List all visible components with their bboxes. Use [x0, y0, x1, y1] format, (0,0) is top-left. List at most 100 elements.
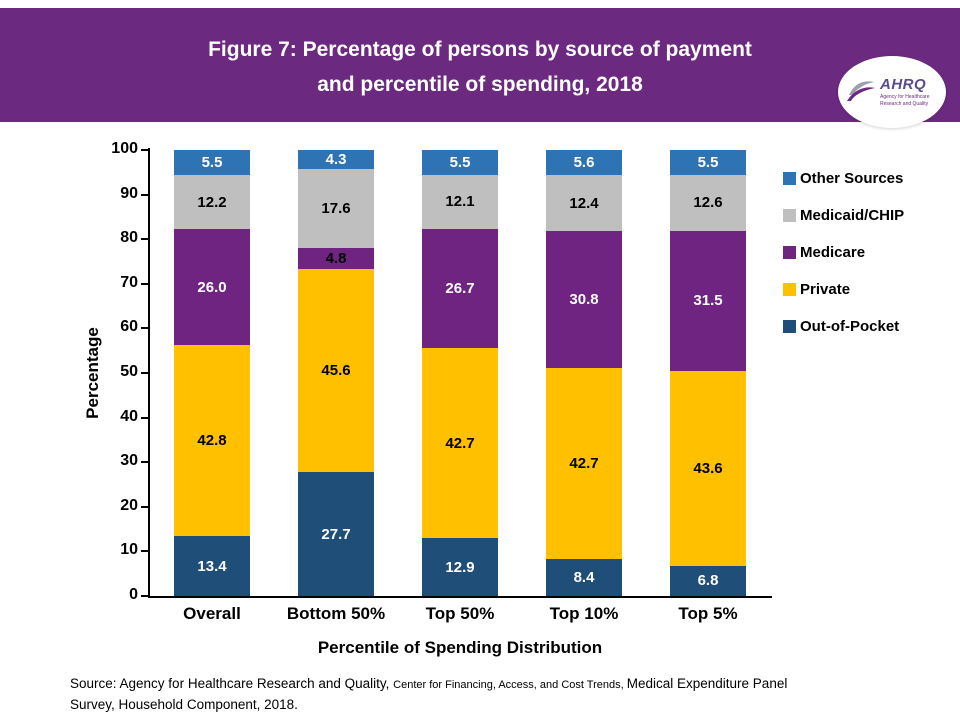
segment-value-label: 4.8 — [325, 249, 347, 267]
y-tick-mark — [141, 193, 148, 196]
y-tick-label: 0 — [129, 586, 138, 603]
bar-segment-private-overall: 42.8 — [174, 345, 250, 537]
bar-segment-medicaid-chip-top-10-: 12.4 — [546, 175, 622, 231]
y-tick-label: 70 — [120, 273, 138, 291]
bar-segment-other-sources-bottom-50-: 4.3 — [298, 150, 374, 170]
legend-item-medicaid-chip: Medicaid/CHIP — [783, 207, 904, 224]
bar-segment-out-of-pocket-bottom-50-: 27.7 — [298, 472, 374, 596]
ahrq-logo-tagline: Agency for Healthcare Research and Quali… — [880, 94, 930, 107]
y-tick-label: 20 — [120, 496, 138, 514]
y-tick-label: 60 — [120, 318, 138, 336]
x-axis-line — [148, 596, 772, 598]
plot-area: 13.4 42.8 26.0 12.2 5.5 27.7 45.6 4.8 17.6 4.3 12.… — [150, 150, 770, 596]
bar-segment-medicare-top-10-: 30.8 — [546, 230, 622, 369]
legend-label: Medicare — [800, 244, 866, 261]
segment-value-label: 8.4 — [573, 568, 595, 586]
segment-value-label: 12.4 — [569, 194, 599, 212]
x-tick-label-top-50-: Top 50% — [425, 604, 495, 623]
segment-value-label: 42.7 — [569, 454, 599, 472]
segment-value-label: 31.5 — [693, 292, 723, 310]
figure-title-line1: Figure 7: Percentage of persons by sourc… — [208, 38, 752, 61]
y-axis-line — [148, 148, 150, 598]
segment-value-label: 27.7 — [321, 525, 351, 543]
source-note: Source: Agency for Healthcare Research a… — [70, 674, 920, 715]
segment-value-label: 5.5 — [449, 154, 471, 172]
x-axis-title: Percentile of Spending Distribution — [317, 638, 603, 657]
source-text-small: Center for Financing, Access, and Cost T… — [393, 679, 627, 691]
bar-segment-other-sources-top-10-: 5.6 — [546, 150, 622, 176]
y-tick-label: 80 — [120, 229, 138, 247]
bar-segment-other-sources-overall: 5.5 — [174, 150, 250, 175]
bar-segment-medicaid-chip-bottom-50-: 17.6 — [298, 169, 374, 248]
source-text-line2: Survey, Household Component, 2018. — [70, 697, 298, 712]
segment-value-label: 6.8 — [697, 572, 719, 590]
figure-title: Figure 7: Percentage of persons by sourc… — [0, 8, 960, 102]
segment-value-label: 5.5 — [697, 153, 719, 171]
bar-segment-medicaid-chip-overall: 12.2 — [174, 174, 250, 230]
y-tick-mark — [141, 282, 148, 285]
y-tick-mark — [141, 416, 148, 419]
bar-segment-private-top-5-: 43.6 — [670, 371, 746, 566]
x-tick-label-bottom-50-: Bottom 50% — [286, 604, 386, 623]
segment-value-label: 17.6 — [321, 199, 351, 217]
legend-label: Private — [800, 281, 851, 298]
ahrq-logo: AHRQ Agency for Healthcare Research and … — [838, 56, 946, 128]
legend-item-medicare: Medicare — [783, 244, 904, 261]
legend-label: Other Sources — [800, 170, 904, 187]
figure-title-line2: and percentile of spending, 2018 — [317, 73, 643, 96]
legend-swatch-private — [783, 283, 796, 296]
y-tick-mark — [141, 149, 148, 151]
segment-value-label: 26.0 — [197, 278, 227, 296]
legend-item-out-of-pocket: Out-of-Pocket — [783, 318, 904, 335]
bar-segment-private-bottom-50-: 45.6 — [298, 269, 374, 473]
segment-value-label: 12.1 — [445, 193, 475, 211]
eagle-swoosh-icon — [846, 76, 876, 109]
source-text-normal-1: Source: Agency for Healthcare Research a… — [70, 676, 394, 691]
bar-segment-medicare-bottom-50-: 4.8 — [298, 247, 374, 270]
segment-value-label: 26.7 — [445, 279, 475, 297]
bar-segment-medicare-overall: 26.0 — [174, 229, 250, 346]
bar-segment-medicaid-chip-top-50-: 12.1 — [422, 175, 498, 229]
segment-value-label: 12.2 — [197, 193, 227, 211]
segment-value-label: 13.4 — [197, 557, 227, 575]
x-tick-label-overall: Overall — [183, 604, 241, 623]
legend-swatch-out-of-pocket — [783, 320, 796, 333]
ahrq-logo-text: AHRQ Agency for Healthcare Research and … — [880, 77, 938, 107]
legend-label: Out-of-Pocket — [800, 318, 900, 335]
legend-label: Medicaid/CHIP — [800, 207, 905, 224]
segment-value-label: 30.8 — [569, 290, 599, 308]
y-tick-mark — [141, 461, 148, 464]
segment-value-label: 12.9 — [445, 558, 475, 576]
y-tick-label: 30 — [120, 452, 138, 470]
title-banner: Figure 7: Percentage of persons by sourc… — [0, 8, 960, 122]
y-tick-label: 40 — [120, 407, 138, 425]
x-tick-label-top-10-: Top 10% — [549, 604, 619, 623]
legend: Other Sources Medicaid/CHIP Medicare Privat… — [783, 170, 904, 355]
y-tick-label: 10 — [120, 541, 138, 559]
segment-value-label: 45.6 — [321, 362, 351, 380]
y-tick-label: 90 — [120, 184, 138, 202]
source-line1: Source: Agency for Healthcare Research a… — [70, 674, 920, 695]
segment-value-label: 12.6 — [693, 194, 723, 212]
legend-item-other-sources: Other Sources — [783, 170, 904, 187]
segment-value-label: 4.3 — [325, 151, 347, 169]
bar-segment-out-of-pocket-top-10-: 8.4 — [546, 558, 622, 596]
bar-segment-medicare-top-50-: 26.7 — [422, 228, 498, 349]
legend-swatch-other-sources — [783, 172, 796, 185]
y-tick-mark — [141, 550, 148, 553]
bar-segment-medicare-top-5-: 31.5 — [670, 230, 746, 372]
segment-value-label: 43.6 — [693, 459, 723, 477]
segment-value-label: 42.8 — [197, 432, 227, 450]
ahrq-logo-name: AHRQ — [880, 76, 927, 94]
y-tick-mark — [141, 327, 148, 330]
bar-segment-private-top-10-: 42.7 — [546, 368, 622, 559]
y-tick-mark — [141, 372, 148, 374]
bar-segment-medicaid-chip-top-5-: 12.6 — [670, 174, 746, 231]
segment-value-label: 42.7 — [445, 434, 475, 452]
y-tick-mark — [141, 595, 148, 597]
y-tick-mark — [141, 238, 148, 241]
bar-segment-out-of-pocket-top-50-: 12.9 — [422, 538, 498, 596]
source-line2: Survey, Household Component, 2018. — [70, 695, 920, 715]
legend-item-private: Private — [783, 281, 904, 298]
